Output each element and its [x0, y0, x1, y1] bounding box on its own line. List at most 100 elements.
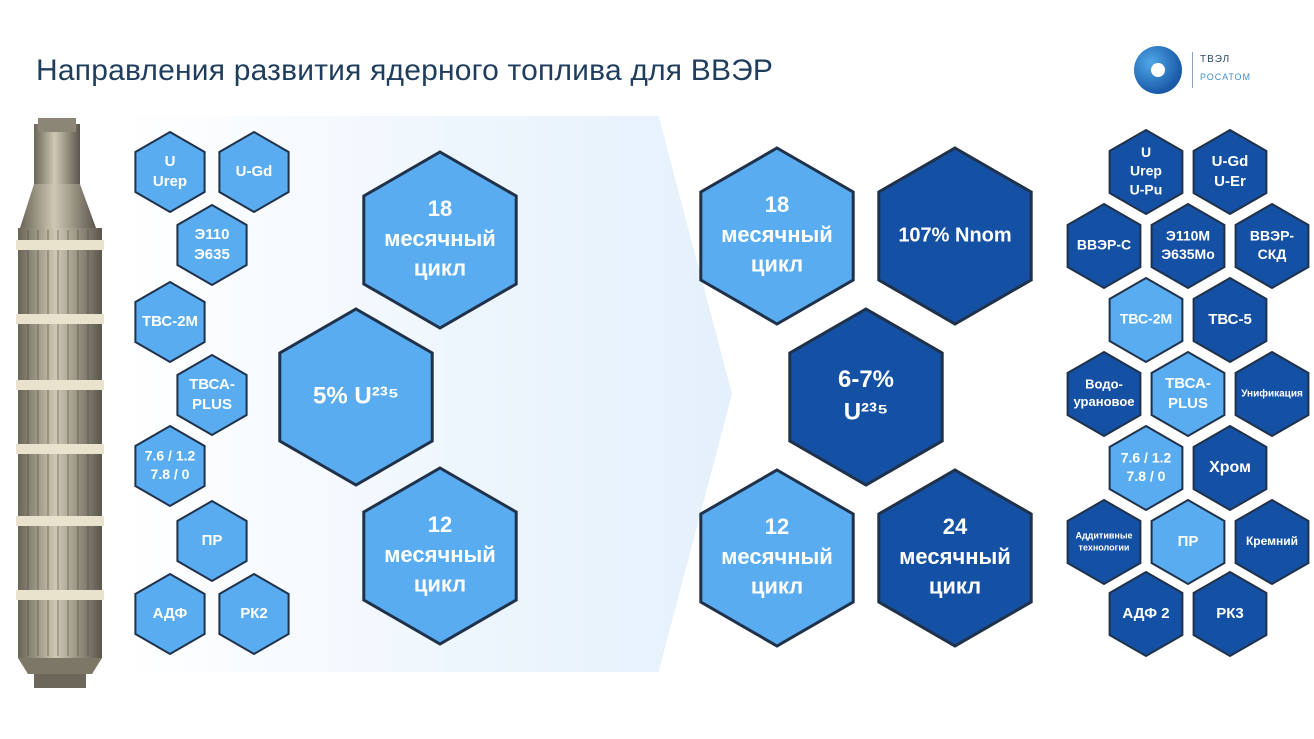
hex-label-line: Водо-: [1085, 377, 1123, 392]
hex-label-line: U²³⁵: [844, 399, 889, 426]
hex-label-line: АДФ: [153, 605, 188, 622]
hex-u-urep-upu: U Urep U-Pu: [1108, 128, 1184, 216]
hexagon-shape: [1108, 570, 1184, 658]
hex-cycle-18-right: 18 месячный цикл: [699, 146, 855, 326]
hex-u-urep: U Urep: [134, 130, 206, 214]
hexagon-shape: [1150, 350, 1226, 438]
hexagon-shape: [134, 130, 206, 214]
hex-label-line: 7.8 / 0: [151, 466, 190, 482]
rosatom-logo-icon: [1134, 46, 1182, 94]
hex-label-line: ВВЭР-: [1250, 227, 1295, 243]
hex-label-line: 6-7%: [838, 366, 894, 393]
hexagon-shape: [176, 499, 248, 583]
hex-tvs-2m: ТВС-2М: [134, 280, 206, 364]
hexagon-shape: [1192, 128, 1268, 216]
hex-adf2: АДФ 2: [1108, 570, 1184, 658]
hex-label-line: 12: [765, 514, 789, 539]
hexagon-shape: [134, 280, 206, 364]
hexagon-shape: [699, 146, 855, 326]
hexagon-shape: [218, 130, 290, 214]
hex-chrom: Хром: [1192, 424, 1268, 512]
hex-tvs-2m-r: ТВС-2М: [1108, 276, 1184, 364]
hexagon-shape: [788, 307, 944, 487]
hex-pr: ПР: [176, 499, 248, 583]
hex-tvsa-plus-r: ТВСА- PLUS: [1150, 350, 1226, 438]
hexagon-shape: [176, 203, 248, 287]
hex-label-line: U: [165, 153, 176, 170]
hexagon-shape: [1108, 128, 1184, 216]
hex-ratio: 7.6 / 1.2 7.8 / 0: [134, 424, 206, 508]
hex-label-line: Urep: [153, 173, 187, 190]
hex-label-line: 12: [428, 512, 452, 537]
logo-divider: [1192, 52, 1193, 88]
hex-label-line: 107% Nnom: [898, 224, 1011, 246]
hex-label-line: месячный: [721, 544, 833, 569]
hex-vver-skd: ВВЭР- СКД: [1234, 202, 1310, 290]
page-title: Направления развития ядерного топлива дл…: [36, 54, 774, 87]
hex-label-line: РК2: [240, 605, 268, 622]
hex-label-line: Э635Мо: [1161, 246, 1215, 262]
hexagon-shape: [1066, 498, 1142, 586]
hex-label-line: ПР: [202, 532, 223, 549]
hex-u235-5: 5% U²³⁵: [278, 307, 434, 487]
hex-kremniy: Кремний: [1234, 498, 1310, 586]
hex-label-line: месячный: [384, 542, 496, 567]
hexagon-shape: [218, 572, 290, 656]
hex-vodo: Водо-урановое: [1066, 350, 1142, 438]
hexagon-shape: [1108, 424, 1184, 512]
hex-cycle-18-left: 18 месячный цикл: [362, 150, 518, 330]
hex-label-line: месячный: [384, 226, 496, 251]
hex-label-line: PLUS: [1168, 395, 1208, 412]
hexagon-shape: [1150, 202, 1226, 290]
hexagon-shape: [134, 572, 206, 656]
hexagon-shape: [699, 468, 855, 648]
hex-label-line: РК3: [1216, 605, 1244, 622]
hex-e110m: Э110М Э635Мо: [1150, 202, 1226, 290]
hexagon-shape: [1066, 202, 1142, 290]
hex-label-line: U-Er: [1214, 173, 1246, 190]
hex-label-line: СКД: [1258, 246, 1287, 262]
hex-label-line: месячный: [721, 222, 833, 247]
hex-label-line: ТВСА-: [1165, 375, 1211, 392]
tvel-rosatom-logo: ТВЭЛ РОСАТОМ: [1134, 46, 1294, 94]
hexagon-shape: [134, 424, 206, 508]
hex-additive: Аддитивные технологии: [1066, 498, 1142, 586]
fuel-assembly-image: [16, 118, 104, 688]
hex-e110-e635: Э110 Э635: [176, 203, 248, 287]
hexagon-shape: [1108, 276, 1184, 364]
hex-tvs-5: ТВС-5: [1192, 276, 1268, 364]
hex-label-line: Э110М: [1166, 227, 1210, 243]
hex-label-line: 5% U²³⁵: [313, 382, 399, 409]
hex-label-line: 18: [428, 196, 452, 221]
hex-rk3: РК3: [1192, 570, 1268, 658]
hex-label-line: PLUS: [192, 396, 232, 413]
logo-line-2: РОСАТОМ: [1200, 72, 1251, 82]
hex-label-line: технологии: [1079, 542, 1130, 552]
hexagon-shape: [278, 307, 434, 487]
hex-label-line: Аддитивные: [1075, 530, 1132, 540]
hex-vver-s: ВВЭР-С: [1066, 202, 1142, 290]
hex-label-line: U-Pu: [1130, 182, 1163, 198]
hex-label-line: U: [1141, 144, 1151, 160]
hexagon-shape: [877, 146, 1033, 326]
hex-rk2: РК2: [218, 572, 290, 656]
hex-label-line: U-Gd: [1212, 153, 1249, 170]
hex-cycle-12-left: 12 месячный цикл: [362, 466, 518, 646]
hex-label-line: ТВС-2М: [142, 313, 198, 330]
hex-adf: АДФ: [134, 572, 206, 656]
hex-label-line: ТВС-2М: [1120, 311, 1172, 327]
hexagon-shape: [1192, 276, 1268, 364]
hex-ugd-uer: U-Gd U-Er: [1192, 128, 1268, 216]
hex-tvsa-plus: ТВСА- PLUS: [176, 353, 248, 437]
hexagon-shape: [1150, 498, 1226, 586]
hexagon-shape: [1066, 350, 1142, 438]
hex-power-107: 107% Nnom: [877, 146, 1033, 326]
hex-label-line: цикл: [751, 574, 803, 599]
hex-pr-r: ПР: [1150, 498, 1226, 586]
hex-label-line: урановое: [1073, 394, 1134, 409]
hexagon-shape: [1192, 424, 1268, 512]
hexagon-shape: [1234, 202, 1310, 290]
hex-label-line: Хром: [1209, 459, 1251, 476]
